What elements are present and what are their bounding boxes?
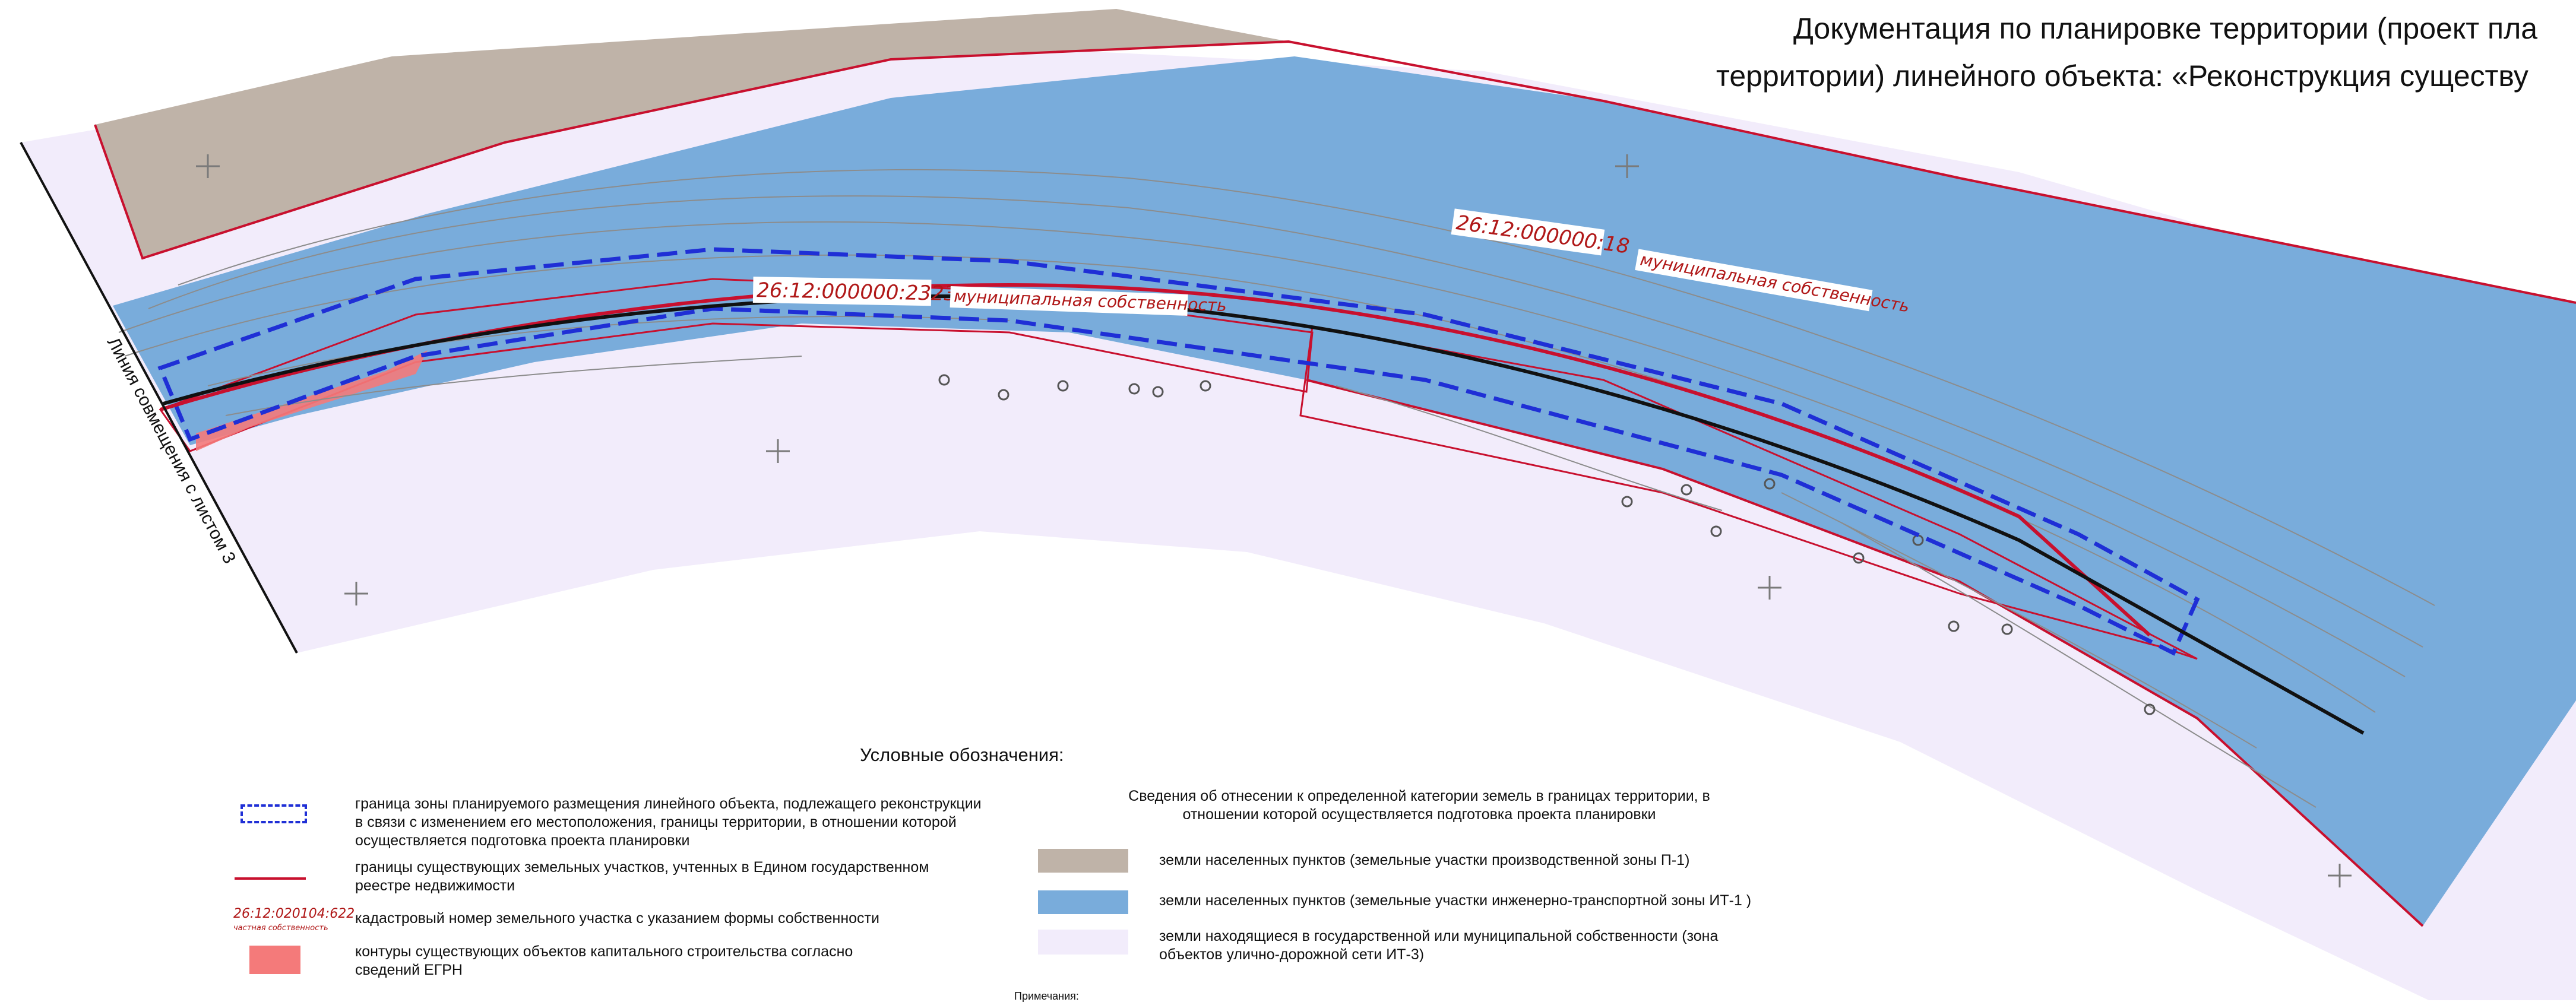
legend-text-cadastral: кадастровый номер земельного участка с у… [355,910,879,927]
legend-swatch-structures [249,946,300,974]
land-swatch-state [1038,930,1128,955]
legend-text-planning-zone: граница зоны планируемого размещения лин… [355,795,982,849]
parcel-border-south [1306,379,2424,927]
zone-settlement-transport [113,56,2576,926]
notes-label: Примечания: [1014,990,1079,1002]
zone-settlement-industrial [95,9,1289,258]
title-backdrop [1710,0,2576,104]
parcel-label-2323: 26:12:000000:2323 [752,277,957,306]
land-text-state: земли находящиеся в государственной или … [1159,928,1719,963]
document-title-line-1: Документация по планировке территории (п… [1793,12,2538,45]
grid-crosses [196,154,2352,887]
legend-sample-cadastral-number: 26:12:020104:622 [233,906,355,921]
land-text-industrial: земли населенных пунктов (земельные учас… [1159,852,1690,868]
land-category-heading: Сведения об отнесении к определенной кат… [1128,788,1710,823]
combine-line [20,142,298,654]
legend-sample-ownership: частная собственность [233,924,328,933]
legend-heading: Условные обозначения: [860,744,1064,765]
document-title-line-2: территории) линейного объекта: «Реконстр… [1716,59,2528,93]
legend-text-structures: контуры существующих объектов капитально… [355,943,853,978]
land-text-transport: земли населенных пунктов (земельные учас… [1159,892,1752,909]
parcel-number-2323: 26:12:000000:2323 [757,278,957,306]
survey-points [938,374,2156,715]
legend-swatch-parcel-border [235,877,306,880]
legend-swatch-planning-zone [240,804,307,823]
parcel-border-north [94,40,2576,304]
planning-zone-boundary [157,247,2200,656]
legend-text-parcel-border: границы существующих земельных участков,… [355,859,929,894]
land-swatch-transport [1038,890,1128,914]
land-swatch-industrial [1038,849,1128,873]
